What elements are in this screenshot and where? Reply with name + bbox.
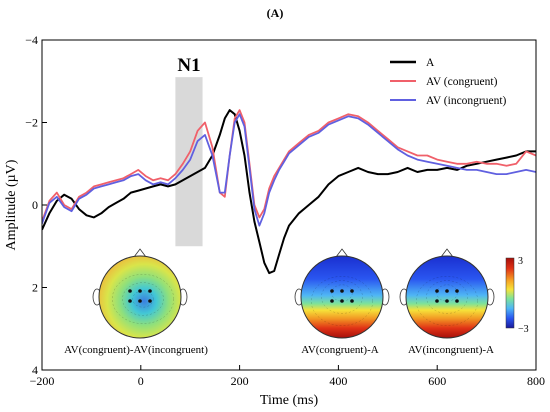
electrode-dot [340, 299, 344, 303]
x-tick-label: 800 [527, 374, 545, 388]
topomap-2: AV(incongruent)-A [399, 248, 495, 356]
n1-component-label: N1 [177, 55, 200, 76]
electrode-dot [445, 299, 449, 303]
electrode-dot [340, 289, 344, 293]
electrode-dot [128, 299, 132, 303]
electrode-dot [435, 299, 439, 303]
electrode-dot [330, 289, 334, 293]
legend: A AV (congruent) AV (incongruent) [390, 57, 507, 107]
electrode-dot [435, 289, 439, 293]
electrode-dot [148, 299, 152, 303]
series-line-0 [42, 109, 536, 275]
electrode-dot [330, 299, 334, 303]
colorbar-max-label: 3 [518, 256, 523, 267]
electrode-dot [445, 289, 449, 293]
y-tick-label: −2 [25, 116, 38, 130]
electrode-dot [455, 299, 459, 303]
electrode-dot [128, 289, 132, 293]
tick-layer: −200 0 200 400 600 800 −4 −2 0 2 4 [25, 33, 545, 388]
electrode-dot [350, 289, 354, 293]
colorbar: 3 −3 [505, 256, 529, 335]
legend-label-0: A [426, 57, 435, 69]
legend-label-2: AV (incongruent) [426, 95, 507, 107]
topomap-label-0: AV(congruent)-AV(incongruent) [64, 344, 208, 356]
x-tick-label: 0 [138, 374, 144, 388]
topomap-label-1: AV(congruent)-A [301, 344, 378, 356]
topomap-1: AV(congruent)-A [294, 248, 390, 356]
x-tick-label: −200 [30, 374, 55, 388]
electrode-dot [455, 289, 459, 293]
electrode-dot [138, 299, 142, 303]
y-axis-label: Amplitude (µV) [4, 159, 19, 250]
colorbar-gradient [505, 257, 515, 329]
topomap-label-2: AV(incongruent)-A [408, 344, 494, 356]
x-tick-label: 400 [329, 374, 347, 388]
y-tick-label: 0 [32, 198, 38, 212]
colorbar-min-label: −3 [518, 324, 529, 335]
topomap-layer: AV(congruent)-AV(incongruent) AV(congruen… [64, 248, 495, 356]
electrode-dot [148, 289, 152, 293]
y-tick-label: −4 [25, 33, 38, 47]
x-axis-label: Time (ms) [260, 393, 319, 408]
electrode-dot [350, 299, 354, 303]
series-line-2 [42, 113, 536, 227]
series-line-1 [42, 109, 536, 222]
x-tick-label: 200 [231, 374, 249, 388]
y-tick-label: 4 [32, 363, 38, 377]
panel-label: (A) [267, 6, 284, 20]
topomap-0: AV(congruent)-AV(incongruent) [64, 248, 208, 356]
x-tick-label: 600 [428, 374, 446, 388]
electrode-dot [138, 289, 142, 293]
series-layer [42, 109, 536, 275]
legend-label-1: AV (congruent) [426, 76, 498, 88]
y-tick-label: 2 [32, 281, 38, 295]
